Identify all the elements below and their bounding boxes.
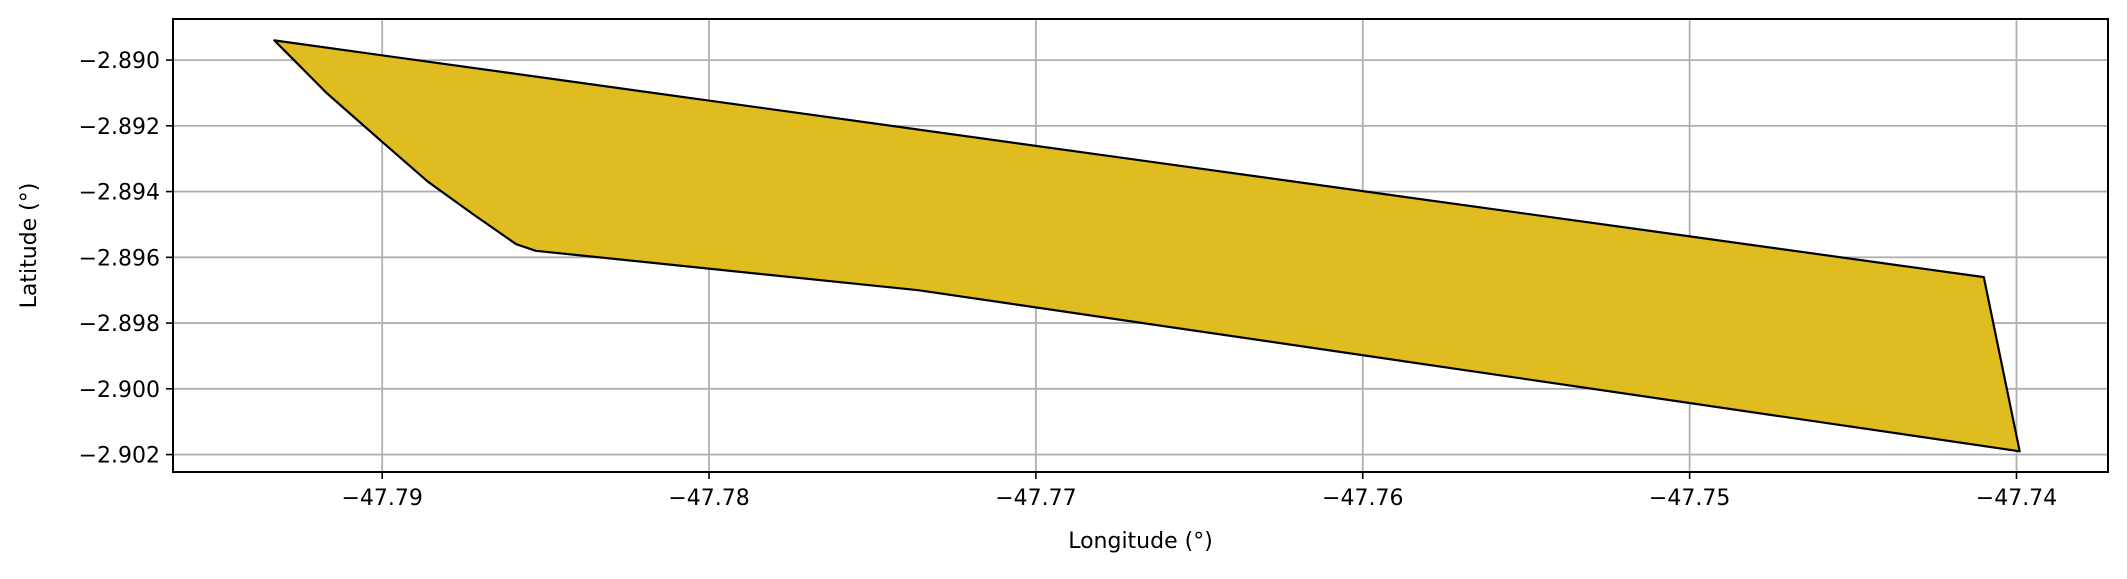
y-tick-label: −2.902 [79, 444, 160, 469]
y-tick-label: −2.890 [79, 49, 160, 74]
x-tick-label: −47.74 [1976, 486, 2057, 511]
axis-ticks: −47.79 −47.78 −47.77 −47.76 −47.75 −47.74 −2.8… [79, 49, 2058, 511]
y-tick-label: −2.892 [79, 115, 160, 140]
x-tick-label: −47.77 [995, 486, 1076, 511]
area-polygon [273, 39, 2021, 453]
y-tick-label: −2.900 [79, 378, 160, 403]
y-axis-label: Latitude (°) [17, 183, 42, 309]
y-tick-label: −2.898 [79, 312, 160, 337]
y-tick-label: −2.896 [79, 246, 160, 271]
polygon-layer [273, 39, 2021, 453]
x-tick-label: −47.79 [341, 486, 422, 511]
x-tick-label: −47.78 [668, 486, 749, 511]
y-tick-label: −2.894 [79, 181, 160, 206]
plot-frame [172, 18, 2109, 473]
x-axis-label: Longitude (°) [1068, 529, 1213, 554]
x-tick-label: −47.76 [1322, 486, 1403, 511]
x-tick-label: −47.75 [1649, 486, 1730, 511]
